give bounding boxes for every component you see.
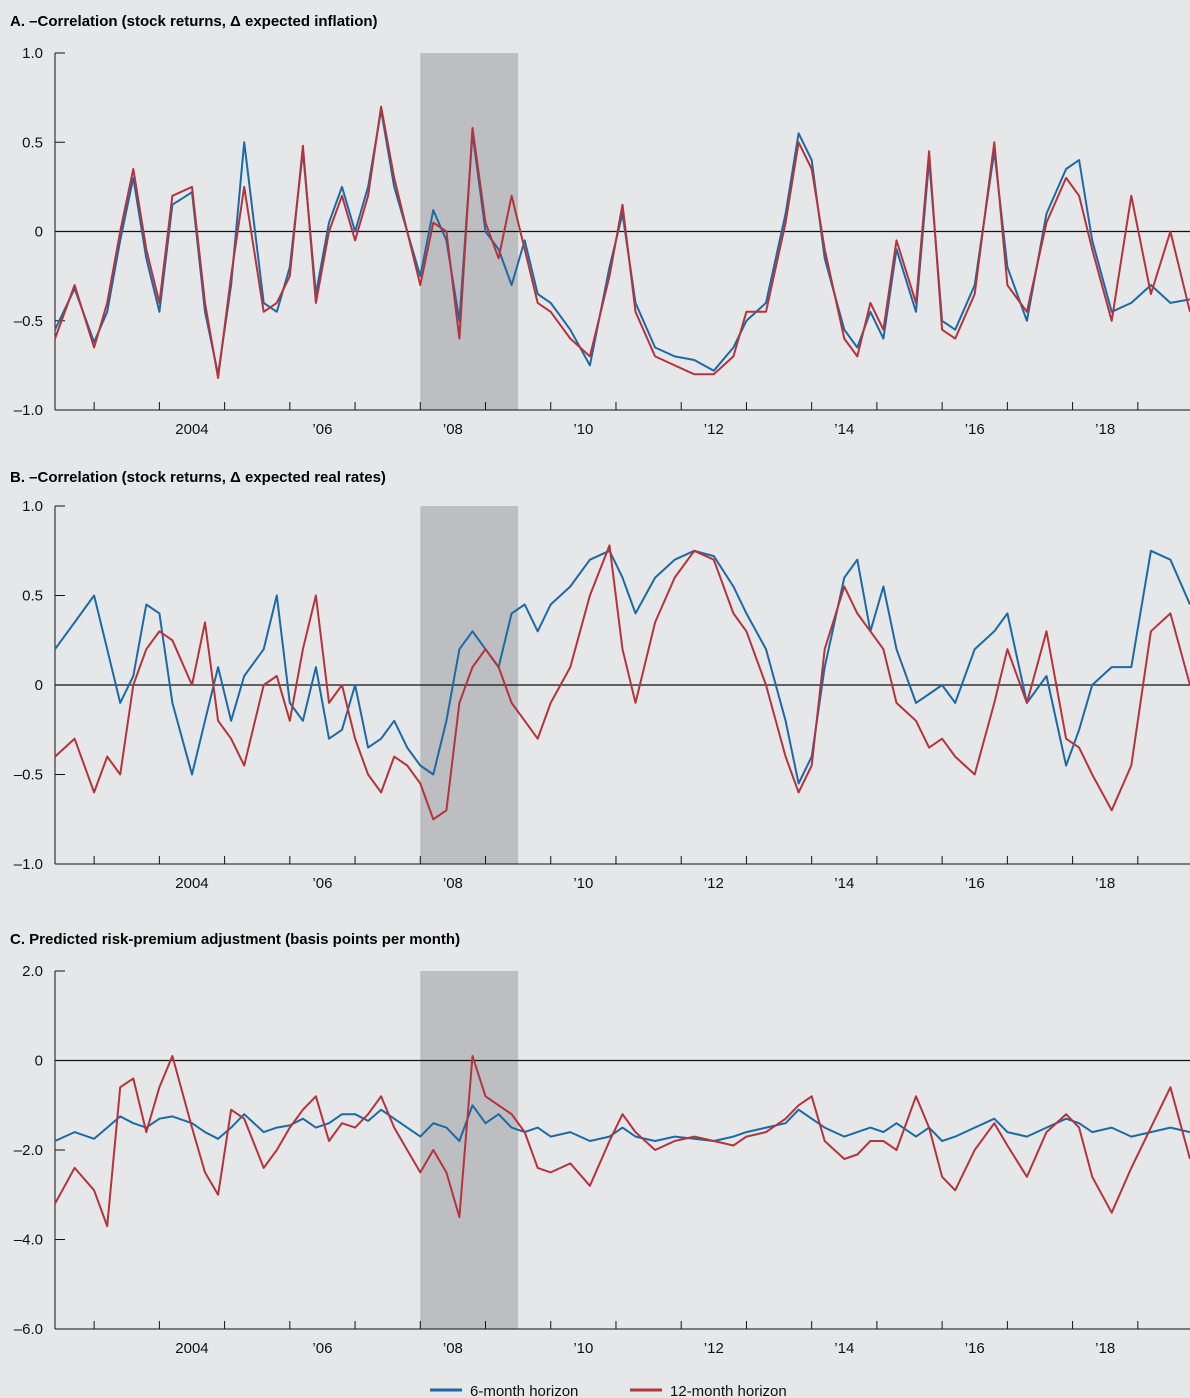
- panel-c-x-tick-label: ’06: [312, 1340, 332, 1357]
- legend: 6-month horizon 12-month horizon: [430, 1383, 787, 1398]
- panel-b-x-tick-label: ’08: [443, 875, 463, 892]
- panel-a-y-tick-label: –0.5: [14, 313, 43, 330]
- legend-label-6-month: 6-month horizon: [470, 1383, 578, 1398]
- panel-a-y-tick-label: –1.0: [14, 402, 43, 419]
- panel-c-y-tick-label: –4.0: [14, 1232, 43, 1249]
- panel-c-x-tick-label: ’10: [573, 1340, 593, 1357]
- panel-c-x-tick-label: 2004: [175, 1340, 208, 1357]
- panel-b-x-tick-label: ’12: [704, 875, 724, 892]
- legend-label-12-month: 12-month horizon: [670, 1383, 787, 1398]
- panel-b-x-tick-label: ’10: [573, 875, 593, 892]
- panel-a-x-tick-label: ’12: [704, 421, 724, 438]
- panel-a-x-tick-label: ’16: [965, 421, 985, 438]
- panel-c-x-tick-label: ’18: [1095, 1340, 1115, 1357]
- panel-b: B. –Correlation (stock returns, Δ expect…: [10, 469, 1190, 892]
- panel-b-y-tick-label: 0: [35, 677, 43, 694]
- panel-c-x-tick-label: ’12: [704, 1340, 724, 1357]
- panel-c-series-6-month-horizon: [54, 1104, 1190, 1142]
- panel-b-series-6-month-horizon: [54, 549, 1190, 785]
- panel-a-y-tick-label: 1.0: [22, 45, 43, 62]
- panel-a-x-tick-label: ’06: [312, 421, 332, 438]
- panel-c-y-tick-label: –6.0: [14, 1321, 43, 1338]
- panel-b-x-tick-label: ’18: [1095, 875, 1115, 892]
- panel-a-y-tick-label: 0: [35, 224, 43, 241]
- panel-a-x-tick-label: ’18: [1095, 421, 1115, 438]
- panel-c-x-tick-label: ’16: [965, 1340, 985, 1357]
- panel-c-x-tick-label: ’08: [443, 1340, 463, 1357]
- panel-b-y-tick-label: 1.0: [22, 498, 43, 515]
- panel-a-x-tick-label: ’10: [573, 421, 593, 438]
- panel-a: A. –Correlation (stock returns, Δ expect…: [10, 13, 1190, 438]
- panel-c-recession-shading: [420, 971, 519, 1329]
- panel-a-series-12-month-horizon: [54, 105, 1190, 379]
- panel-b-y-tick-label: –1.0: [14, 856, 43, 873]
- panel-a-x-tick-label: 2004: [175, 421, 208, 438]
- panel-a-series-6-month-horizon: [54, 109, 1190, 376]
- panel-c: C. Predicted risk-premium adjustment (ba…: [10, 931, 1190, 1357]
- panel-b-x-tick-label: ’14: [834, 875, 854, 892]
- panel-a-y-tick-label: 0.5: [22, 134, 43, 151]
- panel-b-title: B. –Correlation (stock returns, Δ expect…: [10, 469, 386, 486]
- panel-c-y-tick-label: 2.0: [22, 963, 43, 980]
- panel-c-y-tick-label: 0: [35, 1053, 43, 1070]
- panel-b-series-12-month-horizon: [54, 544, 1190, 821]
- panel-b-x-tick-label: 2004: [175, 875, 208, 892]
- panel-c-series-12-month-horizon: [54, 1055, 1190, 1228]
- panel-a-x-tick-label: ’08: [443, 421, 463, 438]
- panel-c-y-tick-label: –2.0: [14, 1142, 43, 1159]
- panel-a-title: A. –Correlation (stock returns, Δ expect…: [10, 13, 378, 30]
- panel-c-x-tick-label: ’14: [834, 1340, 854, 1357]
- panel-b-y-tick-label: 0.5: [22, 588, 43, 605]
- panel-a-x-tick-label: ’14: [834, 421, 854, 438]
- panel-b-x-tick-label: ’06: [312, 875, 332, 892]
- panel-b-y-tick-label: –0.5: [14, 767, 43, 784]
- panel-b-x-tick-label: ’16: [965, 875, 985, 892]
- panel-c-title: C. Predicted risk-premium adjustment (ba…: [10, 931, 460, 948]
